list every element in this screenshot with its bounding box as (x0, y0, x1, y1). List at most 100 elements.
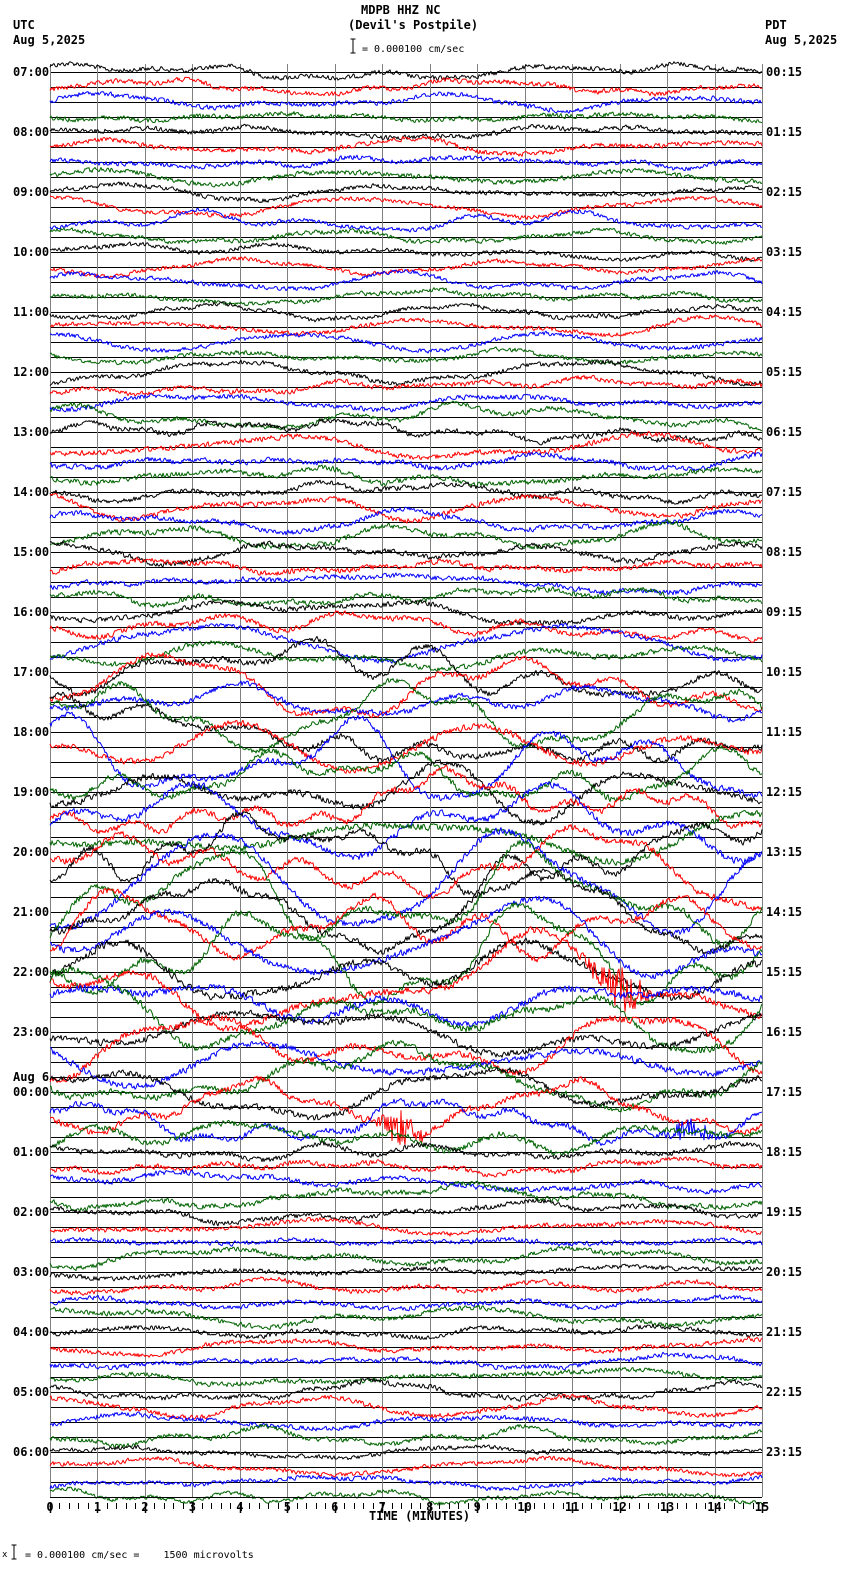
utc-hour-label: 20:00 (13, 845, 50, 859)
trace-line (49, 1423, 763, 1448)
trace-line (49, 1120, 763, 1156)
pdt-time-label: 08:15 (766, 545, 803, 559)
pdt-time-label: 15:15 (766, 965, 803, 979)
pdt-time-label: 12:15 (766, 785, 803, 799)
x-tick-label: 13 (659, 1500, 675, 1514)
trace-line (49, 359, 763, 387)
trace-line (49, 764, 763, 835)
station-title: MDPB HHZ NC (361, 3, 441, 17)
pdt-time-label: 01:15 (766, 125, 803, 139)
pdt-time-label: 22:15 (766, 1385, 803, 1399)
x-tick-label: 1 (93, 1500, 102, 1514)
trace-line (49, 135, 763, 157)
pdt-time-label: 23:15 (766, 1445, 803, 1459)
vertical-grid (50, 64, 763, 1497)
pdt-time-label: 11:15 (766, 725, 803, 739)
trace-line (49, 346, 763, 366)
pdt-time-label: 06:15 (766, 425, 803, 439)
trace-line (49, 1009, 763, 1058)
utc-hour-label: 15:00 (13, 545, 50, 559)
trace-line (49, 1305, 763, 1331)
trace-line (49, 1486, 763, 1506)
trace-line (49, 599, 763, 626)
pdt-time-label: 17:15 (766, 1085, 803, 1099)
utc-hour-label: 00:00 (13, 1085, 50, 1099)
trace-line (49, 1217, 763, 1237)
trace-line (49, 1263, 763, 1282)
trace-line (49, 827, 763, 937)
x-tick-label: 12 (612, 1500, 627, 1514)
x-tick-label: 8 (426, 1500, 434, 1514)
x-tick-label: 9 (473, 1500, 481, 1514)
trace-line (49, 652, 763, 718)
trace-line (49, 1198, 763, 1227)
utc-hour-label: 22:00 (13, 965, 50, 979)
x-tick-label: 4 (236, 1500, 244, 1514)
trace-line (49, 431, 763, 460)
trace-line (49, 393, 763, 413)
trace-line (49, 1377, 763, 1402)
trace-line (49, 711, 763, 802)
pdt-time-label: 02:15 (766, 185, 803, 199)
trace-line (49, 61, 763, 81)
x-tick-label: 0 (46, 1500, 54, 1514)
left-timezone: UTC (13, 18, 35, 32)
trace-line (49, 1040, 763, 1090)
trace-line (49, 1039, 763, 1113)
trace-line (49, 207, 763, 233)
pdt-time-label: 10:15 (766, 665, 803, 679)
utc-hour-label: 03:00 (13, 1265, 50, 1279)
trace-line (49, 506, 763, 536)
pdt-time-label: 05:15 (766, 365, 803, 379)
trace-line (49, 610, 763, 643)
pdt-time-label: 19:15 (766, 1205, 803, 1219)
x-tick-label: 10 (517, 1500, 532, 1514)
utc-hour-label: 09:00 (13, 185, 50, 199)
utc-hour-label: 18:00 (13, 725, 50, 739)
trace-line (49, 91, 762, 114)
utc-hour-label: 04:00 (13, 1325, 50, 1339)
date-change-label: Aug 6 (13, 1070, 50, 1084)
right-timezone: PDT (765, 18, 787, 32)
utc-hour-label: 23:00 (13, 1025, 50, 1039)
footer-scale-bar-icon (11, 1544, 17, 1560)
utc-hour-label: 08:00 (13, 125, 50, 139)
trace-line (49, 557, 763, 576)
trace-line (49, 895, 763, 979)
trace-line (49, 269, 763, 292)
trace-line (49, 181, 763, 203)
trace-line (49, 111, 763, 124)
utc-hour-label: 10:00 (13, 245, 50, 259)
trace-line (49, 984, 763, 1028)
trace-line (49, 1066, 763, 1121)
trace-line (49, 937, 763, 1001)
trace-line (49, 1075, 763, 1146)
pdt-time-label: 07:15 (766, 485, 803, 499)
pdt-time-label: 09:15 (766, 605, 803, 619)
trace-line (49, 888, 763, 963)
pdt-time-label: 18:15 (766, 1145, 803, 1159)
trace-line (49, 840, 763, 948)
trace-line (49, 314, 763, 338)
pdt-time-label: 20:15 (766, 1265, 803, 1279)
trace-line (49, 1393, 763, 1421)
trace-line (49, 227, 763, 245)
trace-line (49, 1180, 763, 1212)
trace-line (49, 691, 763, 764)
right-date: Aug 5,2025 (765, 33, 838, 47)
pdt-time-label: 14:15 (766, 905, 803, 919)
trace-line (50, 1156, 763, 1178)
trace-line (49, 1098, 763, 1146)
trace-line (49, 1140, 763, 1163)
trace-line (49, 1351, 763, 1371)
trace-line (49, 241, 763, 262)
trace-line (49, 1294, 763, 1312)
utc-hour-label: 07:00 (13, 65, 50, 79)
trace-line (49, 868, 763, 955)
trace-line (49, 451, 763, 472)
trace-line (49, 678, 763, 754)
trace-line (49, 330, 763, 354)
trace-line (49, 640, 763, 672)
x-tick-label: 2 (141, 1500, 149, 1514)
